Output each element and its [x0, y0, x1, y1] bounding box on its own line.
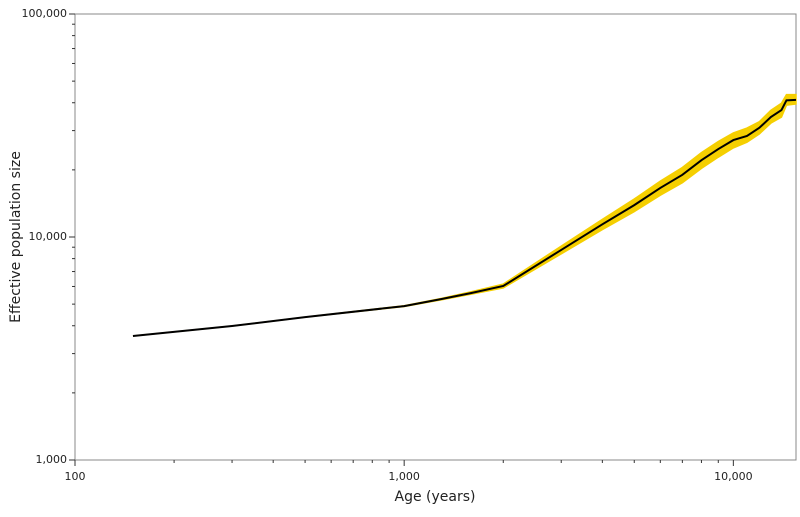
plot-frame: [74, 13, 797, 461]
y-tick-label: 100,000: [22, 7, 68, 20]
x-tick-label: 1,000: [388, 470, 420, 483]
x-tick-label: 10,000: [714, 470, 753, 483]
x-tick-label: 100: [65, 470, 86, 483]
y-tick-label: 1,000: [36, 453, 68, 466]
line: [132, 98, 797, 337]
confidence-band: [132, 93, 797, 337]
y-tick-label: 10,000: [29, 230, 68, 243]
y-axis-title: Effective population size: [8, 151, 24, 323]
x-axis-title: Age (years): [395, 489, 476, 505]
